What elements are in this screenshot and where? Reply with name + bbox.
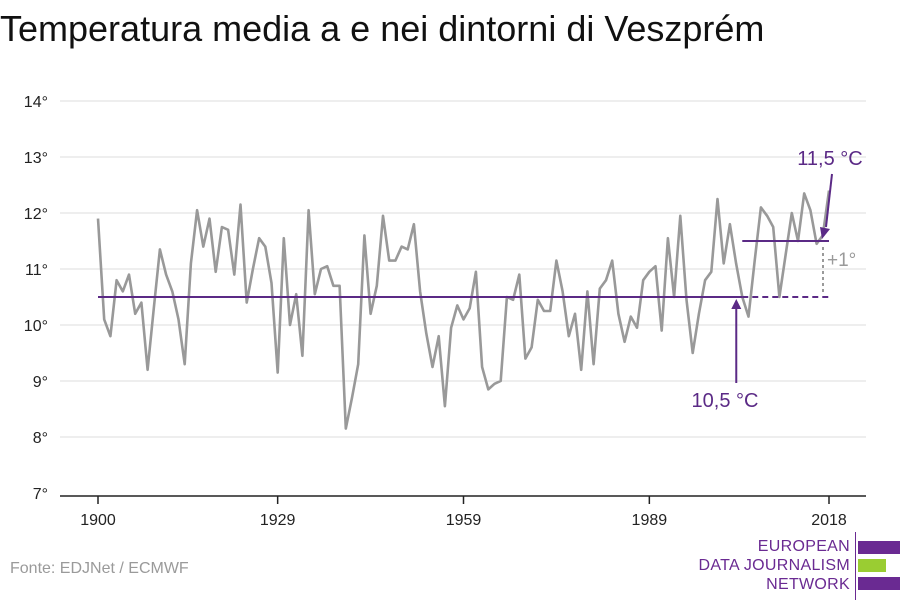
logo-divider xyxy=(855,532,856,600)
page-title: Temperatura media a e nei dintorni di Ve… xyxy=(0,8,765,49)
annotation-11-5: 11,5 °C xyxy=(797,148,862,170)
annotation-11-5-arrow xyxy=(825,173,833,228)
source-note: Fonte: EDJNet / ECMWF xyxy=(10,560,189,577)
annotation-10-5-arrowhead xyxy=(731,299,742,309)
y-tick-label: 8° xyxy=(33,430,48,447)
logo-bar-spacer xyxy=(858,559,900,572)
x-tick-label: 1959 xyxy=(446,512,482,529)
y-tick-label: 14° xyxy=(24,94,48,111)
y-tick-label: 7° xyxy=(33,486,48,503)
logo-bar-green xyxy=(858,559,886,572)
y-tick-label: 9° xyxy=(33,374,48,391)
grid-lines xyxy=(60,100,866,438)
logo-text-line2: DATA JOURNALISM xyxy=(698,557,850,574)
x-tick-label: 1900 xyxy=(80,512,116,529)
y-tick-label: 11° xyxy=(25,262,48,279)
logo-text-line3: NETWORK xyxy=(766,576,850,593)
temperature-series-line xyxy=(96,190,831,430)
annotation-10-5: 10,5 °C xyxy=(692,390,759,412)
x-tick-label: 1929 xyxy=(260,512,296,529)
x-tick-label: 2018 xyxy=(811,512,847,529)
logo-bar-purple-top xyxy=(858,541,900,554)
y-tick-label: 12° xyxy=(24,206,48,223)
annotation-11-5-arrowhead xyxy=(820,227,830,239)
logo-text-line1: EUROPEAN xyxy=(757,538,850,555)
logo-bar-purple-bottom xyxy=(858,577,900,590)
x-axis-ticks: 1900 1929 1959 1989 2018 xyxy=(80,496,847,529)
y-tick-label: 10° xyxy=(24,318,48,335)
x-tick-label: 1989 xyxy=(632,512,668,529)
y-tick-label: 13° xyxy=(24,150,48,167)
difference-label: +1° xyxy=(827,250,856,271)
edjnet-logo: EUROPEAN DATA JOURNALISM NETWORK xyxy=(698,532,900,600)
y-axis-ticks: 7° 8° 9° 10° 11° 12° 13° 14° xyxy=(24,94,48,503)
